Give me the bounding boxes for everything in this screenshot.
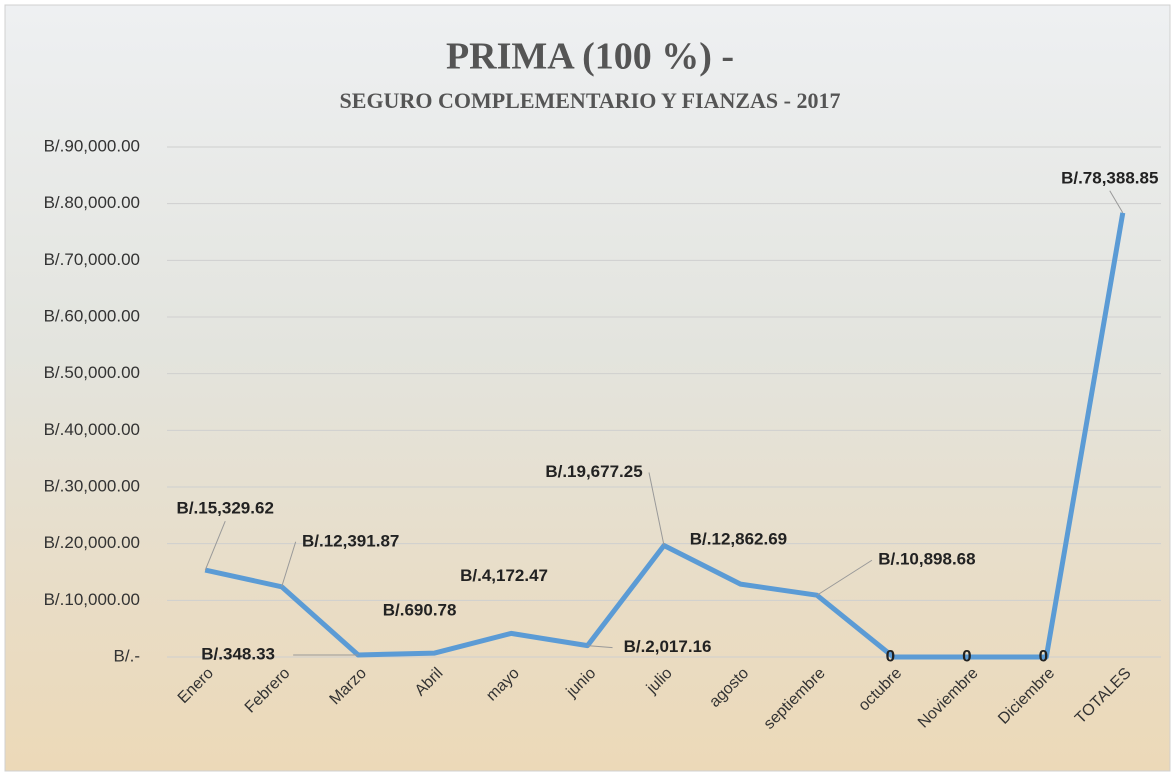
data-label: B/.19,677.25: [545, 462, 642, 481]
data-label: B/.12,391.87: [302, 531, 399, 550]
chart: PRIMA (100 %) - SEGURO COMPLEMENTARIO Y …: [0, 0, 1175, 774]
data-label: B/.78,388.85: [1061, 168, 1158, 187]
data-label: B/.12,862.69: [690, 530, 787, 549]
y-tick-label: B/.60,000.00: [44, 306, 140, 325]
chart-subtitle: SEGURO COMPLEMENTARIO Y FIANZAS - 2017: [340, 88, 841, 113]
y-tick-label: B/.30,000.00: [44, 476, 140, 495]
y-tick-label: B/.-: [114, 646, 140, 665]
data-label: B/.15,329.62: [177, 499, 274, 518]
y-tick-label: B/.10,000.00: [44, 590, 140, 609]
data-label: B/.690.78: [383, 601, 457, 620]
chart-title: PRIMA (100 %) -: [446, 36, 734, 78]
y-tick-label: B/.90,000.00: [44, 136, 140, 155]
data-label: B/.4,172.47: [460, 566, 548, 585]
y-tick-label: B/.80,000.00: [44, 193, 140, 212]
data-label: B/.348.33: [201, 645, 275, 664]
data-label: B/.2,017.16: [624, 637, 712, 656]
data-label: 0: [962, 646, 971, 665]
y-tick-label: B/.50,000.00: [44, 363, 140, 382]
y-tick-label: B/.20,000.00: [44, 533, 140, 552]
data-label: 0: [1039, 646, 1048, 665]
data-label: 0: [886, 646, 895, 665]
data-label: B/.10,898.68: [878, 550, 975, 569]
y-tick-label: B/.40,000.00: [44, 420, 140, 439]
y-tick-label: B/.70,000.00: [44, 250, 140, 269]
